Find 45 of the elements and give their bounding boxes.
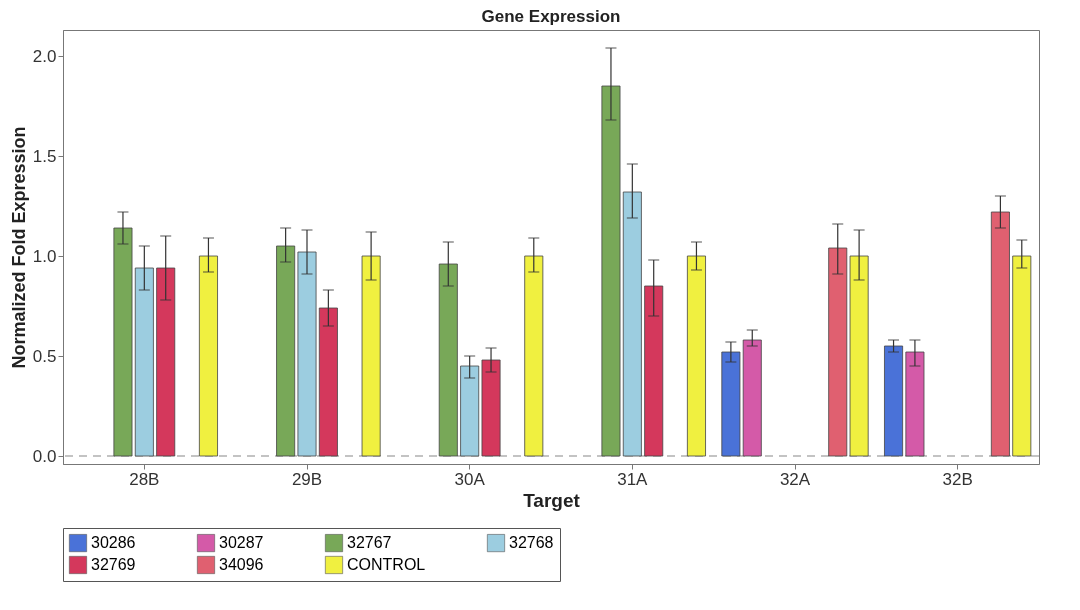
bar (276, 245, 296, 457)
bar (644, 285, 664, 457)
x-tick-label: 31A (617, 469, 649, 489)
legend-label: 30286 (91, 534, 136, 552)
y-tick-label: 1.0 (32, 246, 57, 266)
bar (742, 339, 762, 457)
legend-label: 32769 (91, 556, 136, 573)
chart-title: Gene Expression (481, 7, 621, 26)
bar (438, 263, 458, 457)
bar (721, 351, 741, 457)
y-tick-label: 1.5 (32, 146, 57, 166)
bar (460, 365, 480, 457)
bar (524, 255, 544, 457)
legend-label: 32768 (509, 534, 554, 552)
legend-label: 34096 (219, 556, 264, 573)
legend-label: CONTROL (347, 556, 426, 573)
x-tick-label: 29B (291, 469, 323, 489)
bar (601, 85, 621, 457)
bar (113, 227, 133, 457)
bar (361, 255, 381, 457)
x-axis-title: Target (523, 489, 581, 511)
bar (297, 251, 317, 457)
bar (828, 247, 848, 457)
y-axis-title: Normalized Fold Expression (8, 126, 29, 369)
legend-label: 30287 (219, 534, 264, 552)
bar (905, 351, 925, 457)
bar (481, 359, 501, 457)
x-tick-label: 30A (454, 469, 486, 489)
bar (198, 255, 218, 457)
bar (884, 345, 904, 457)
bar (318, 307, 338, 457)
y-tick-label: 0.0 (32, 446, 57, 466)
x-tick-label: 28B (129, 469, 160, 489)
x-tick-label: 32B (942, 469, 973, 489)
bar (1012, 255, 1032, 457)
bar (990, 211, 1010, 457)
bar (686, 255, 706, 457)
x-tick-label: 32A (779, 469, 811, 489)
bar (622, 191, 642, 457)
bar (156, 267, 176, 457)
bar (134, 267, 154, 457)
y-tick-label: 0.5 (32, 346, 57, 366)
legend-label: 32767 (347, 534, 392, 552)
bar (849, 255, 869, 457)
y-tick-label: 2.0 (32, 46, 57, 66)
